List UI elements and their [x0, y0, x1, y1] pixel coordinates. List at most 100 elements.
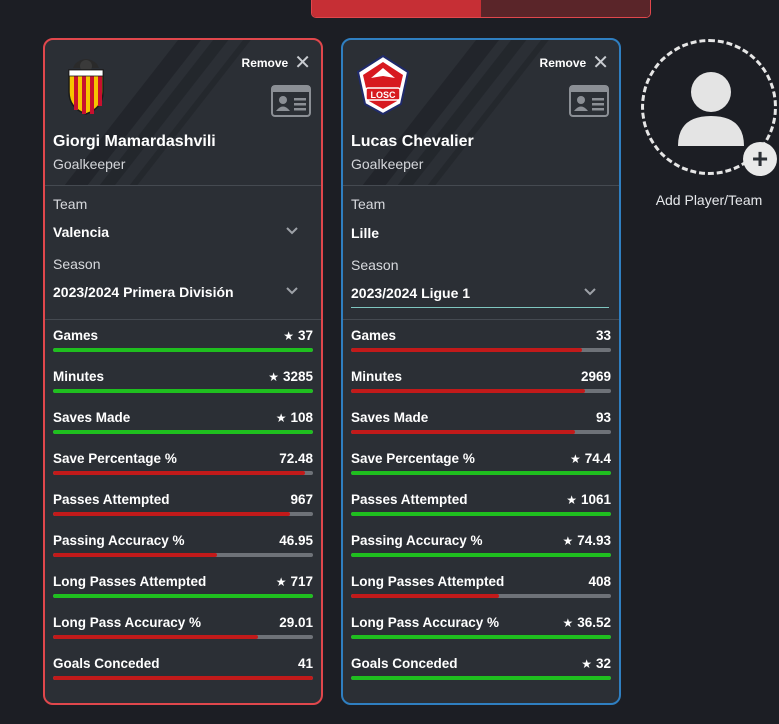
season-select[interactable]: 2023/2024 Ligue 1 — [351, 285, 471, 301]
selectors: Team Lille Season 2023/2024 Ligue 1 — [343, 186, 619, 320]
star-icon: ★ — [275, 574, 287, 589]
stat-value-text: 41 — [297, 656, 313, 671]
stat-bar — [351, 512, 611, 516]
team-select[interactable]: Valencia — [53, 224, 110, 240]
stat-value-text: 46.95 — [279, 533, 313, 548]
stat-value-text: 717 — [290, 574, 313, 589]
stat-row: Long Pass Accuracy % 29.01 — [53, 607, 313, 648]
stat-value: 967 — [290, 492, 313, 507]
stat-bar — [351, 471, 611, 475]
stat-row: Passing Accuracy % 46.95 — [53, 525, 313, 566]
lille-crest-icon: LOSC — [356, 54, 410, 116]
stat-bar-fill — [53, 430, 313, 434]
stat-value-text: 3285 — [282, 369, 313, 384]
stat-value: ★ 717 — [276, 574, 313, 589]
id-card-icon[interactable] — [271, 85, 311, 117]
stat-row: Games ★ 37 — [53, 320, 313, 361]
stat-row: Long Passes Attempted ★ 717 — [53, 566, 313, 607]
stat-value-text: 72.48 — [279, 451, 313, 466]
star-icon: ★ — [569, 451, 581, 466]
stats-list: Games 33 Minutes 2969 Saves Made 93 Save Perce… — [343, 320, 619, 689]
stat-label: Long Passes Attempted — [53, 574, 207, 589]
stat-value: 408 — [588, 574, 611, 589]
stat-bar-fill — [351, 348, 583, 352]
stat-bar — [53, 553, 313, 557]
remove-label: Remove — [241, 56, 289, 70]
stat-value-text: 33 — [595, 328, 611, 343]
stat-value: 72.48 — [279, 451, 313, 466]
plus-icon[interactable]: + — [743, 142, 777, 176]
chevron-down-icon[interactable] — [583, 287, 597, 297]
id-card-icon[interactable] — [569, 85, 609, 117]
player-card-2: LOSC Remove ✕ Lucas Chevalier Goalkeeper… — [341, 38, 621, 705]
stat-value-text: 2969 — [580, 369, 611, 384]
team-select[interactable]: Lille — [351, 225, 380, 241]
remove-button[interactable]: Remove ✕ — [241, 53, 311, 73]
crest-text: LOSC — [370, 90, 396, 100]
stat-bar — [53, 594, 313, 598]
player-card-1: Remove ✕ Giorgi Mamardashvili Goalkeeper… — [43, 38, 323, 705]
team-label: Team — [351, 196, 386, 212]
stat-bar-fill — [351, 471, 611, 475]
stat-value: ★ 37 — [283, 328, 313, 343]
stat-value: 29.01 — [279, 615, 313, 630]
stat-row: Goals Conceded ★ 32 — [351, 648, 611, 689]
stat-row: Minutes ★ 3285 — [53, 361, 313, 402]
stat-value: ★ 1061 — [566, 492, 611, 507]
star-icon: ★ — [566, 492, 577, 507]
stat-row: Passes Attempted 967 — [53, 484, 313, 525]
stat-value: 93 — [596, 410, 611, 425]
star-icon: ★ — [275, 410, 287, 425]
tab-player-1[interactable] — [312, 0, 481, 17]
stat-label: Minutes — [351, 369, 403, 384]
valencia-crest-icon — [68, 59, 104, 115]
player-name: Giorgi Mamardashvili — [53, 133, 216, 150]
stat-label: Saves Made — [351, 410, 429, 425]
card-header: Remove ✕ Giorgi Mamardashvili Goalkeeper — [45, 40, 321, 186]
stat-bar-fill — [53, 512, 290, 516]
stat-bar — [351, 348, 611, 352]
star-icon: ★ — [562, 615, 574, 630]
stat-bar-fill — [351, 594, 500, 598]
season-select[interactable]: 2023/2024 Primera División — [53, 284, 234, 300]
stat-label: Minutes — [53, 369, 105, 384]
chevron-down-icon[interactable] — [285, 286, 299, 296]
add-player-label: Add Player/Team — [655, 192, 763, 208]
stat-bar — [351, 553, 611, 557]
stat-row: Save Percentage % ★ 74.4 — [351, 443, 611, 484]
stat-bar-fill — [53, 553, 217, 557]
stat-value-text: 408 — [588, 574, 611, 589]
stat-row: Long Pass Accuracy % ★ 36.52 — [351, 607, 611, 648]
selectors: Team Valencia Season 2023/2024 Primera D… — [45, 186, 321, 320]
stat-row: Games 33 — [351, 320, 611, 361]
season-select-underline — [351, 307, 609, 308]
stat-row: Minutes 2969 — [351, 361, 611, 402]
stat-label: Games — [53, 328, 99, 343]
stat-bar — [53, 348, 313, 352]
stat-label: Passes Attempted — [351, 492, 468, 507]
stat-bar — [53, 471, 313, 475]
chevron-down-icon[interactable] — [285, 226, 299, 236]
stat-bar-fill — [351, 635, 611, 639]
stat-bar-fill — [53, 635, 259, 639]
stat-label: Long Pass Accuracy % — [351, 615, 500, 630]
stat-value: ★ 3285 — [268, 369, 313, 384]
stat-bar-fill — [53, 471, 306, 475]
stat-value-text: 29.01 — [279, 615, 313, 630]
stat-row: Passes Attempted ★ 1061 — [351, 484, 611, 525]
remove-button[interactable]: Remove ✕ — [540, 53, 609, 73]
star-icon: ★ — [562, 533, 574, 548]
stat-row: Goals Conceded 41 — [53, 648, 313, 689]
add-player-button[interactable]: + — [641, 39, 777, 176]
stat-bar-fill — [53, 389, 313, 393]
card-header: LOSC Remove ✕ Lucas Chevalier Goalkeeper — [343, 40, 619, 186]
stat-bar-fill — [351, 553, 611, 557]
stat-value-text: 74.4 — [584, 451, 611, 466]
tab-player-2[interactable] — [481, 0, 650, 17]
stat-bar — [351, 676, 611, 680]
stat-row: Saves Made 93 — [351, 402, 611, 443]
stat-value: ★ 36.52 — [562, 615, 611, 630]
star-icon: ★ — [268, 369, 279, 384]
stat-value-text: 74.93 — [577, 533, 611, 548]
star-icon: ★ — [283, 328, 294, 343]
